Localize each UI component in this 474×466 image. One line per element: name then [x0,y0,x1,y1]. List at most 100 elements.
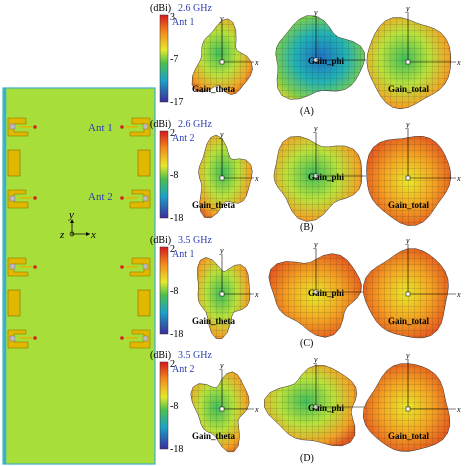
antenna-element-right-upper [120,117,151,209]
panel-tag: (C) [300,338,313,349]
ant1-feed-port [120,125,124,129]
colorbar [159,130,169,219]
gain-total-pattern: x y Gain_total [366,120,461,226]
colorbar-unit: (dBi) [150,350,171,361]
gain-label: Gain_theta [192,316,236,326]
colorbar-tick-min: -18 [170,213,183,224]
colorbar [159,14,169,103]
gain-theta-pattern: x y Gain_theta [190,361,259,453]
panel-tag: (A) [300,106,314,117]
axis-y-label: y [219,246,224,255]
colorbar [159,246,169,335]
axis-x-label: x [456,405,461,414]
panel-tag: (D) [300,453,314,464]
feed-port [120,336,124,340]
panel-row-a: (dBi) 2.6 GHz Ant 13 -7 -17 x y Gain_theta x y Gai… [150,3,461,117]
board-axis-x: x [90,229,96,241]
frequency-label: 3.5 GHz [178,350,212,361]
ant1-label: Ant 1 [88,122,113,134]
axis-y-label: y [219,130,224,139]
axis-x-label: x [254,290,259,299]
panel-row-d: (dBi) 3.5 GHz Ant 22 -8 -18 x y Gain_theta x y Gai… [150,350,461,464]
gain-label: Gain_phi [308,172,345,182]
gain-theta-pattern: x y Gain_theta [192,130,259,219]
colorbar [159,361,169,450]
gain-theta-pattern: x y Gain_theta [192,246,259,339]
axis-y-label: y [313,8,318,17]
pcb-substrate [2,87,156,465]
gain-total-pattern: x y Gain_total [363,236,461,339]
axis-x-label: x [456,58,461,67]
antenna-element-left-lower [7,257,37,349]
ant2-label: Ant 2 [88,191,113,203]
feed-port [33,336,37,340]
gain-label: Gain_phi [308,403,345,413]
axis-x-label: x [456,290,461,299]
gain-label: Gain_total [388,431,430,441]
antenna-board: Ant 1 Ant 2 y z x [2,87,156,465]
feed-port [33,125,37,129]
gain-label: Gain_phi [308,56,345,66]
ant2-feed-port [120,196,124,200]
axis-y-label: y [405,120,410,129]
board-axis-z: z [59,229,65,241]
gain-total-pattern: x y Gain_total [366,4,461,110]
feed-port [33,265,37,269]
colorbar-tick-mid: -7 [170,54,178,65]
colorbar-tick-min: -18 [170,444,183,455]
frequency-label: 2.6 GHz [178,119,212,130]
board-axis-y: y [68,209,74,221]
axis-y-label: y [313,355,318,364]
colorbar-tick-max: 3 [170,12,175,23]
board-axis-indicator: y z x [59,209,96,241]
axis-x-label: x [254,405,259,414]
colorbar-tick-mid: -8 [170,170,178,181]
colorbar-unit: (dBi) [150,119,171,130]
colorbar-tick-max: 2 [170,244,175,255]
antenna-element-right-lower [120,257,151,349]
axis-y-label: y [405,236,410,245]
antenna-label: Ant 1 [172,249,195,260]
colorbar-tick-min: -18 [170,329,183,340]
axis-x-label: x [456,174,461,183]
gain-label: Gain_total [388,200,430,210]
axis-y-label: y [313,240,318,249]
colorbar-tick-max: 2 [170,128,175,139]
axis-y-label: y [405,4,410,13]
colorbar-tick-mid: -8 [170,286,178,297]
colorbar-unit: (dBi) [150,3,171,14]
antenna-label: Ant 2 [172,133,195,144]
colorbar-tick-max: 2 [170,359,175,370]
frequency-label: 3.5 GHz [178,235,212,246]
feed-port [120,265,124,269]
colorbar-unit: (dBi) [150,235,171,246]
panel-row-c: (dBi) 3.5 GHz Ant 12 -8 -18 x y Gain_theta x y Gai… [150,235,461,349]
antenna-label: Ant 2 [172,364,195,375]
antenna-label: Ant 1 [172,17,195,28]
colorbar-tick-min: -17 [170,97,183,108]
axis-y-label: y [219,361,224,370]
panel-row-b: (dBi) 2.6 GHz Ant 22 -8 -18 x y Gain_theta x y Gai… [150,119,461,233]
panel-tag: (B) [300,222,313,233]
axis-x-label: x [254,58,259,67]
gain-label: Gain_theta [192,431,236,441]
gain-label: Gain_total [388,84,430,94]
axis-y-label: y [219,14,224,23]
colorbar-tick-mid: -8 [170,401,178,412]
frequency-label: 2.6 GHz [178,3,212,14]
gain-label: Gain_total [388,316,430,326]
gain-label: Gain_theta [192,84,236,94]
gain-label: Gain_phi [308,288,345,298]
gain-total-pattern: x y Gain_total [362,351,461,452]
gain-label: Gain_theta [192,200,236,210]
axis-y-label: y [405,351,410,360]
axis-y-label: y [313,124,318,133]
antenna-element-left-upper [7,117,37,209]
gain-theta-pattern: x y Gain_theta [191,14,259,95]
